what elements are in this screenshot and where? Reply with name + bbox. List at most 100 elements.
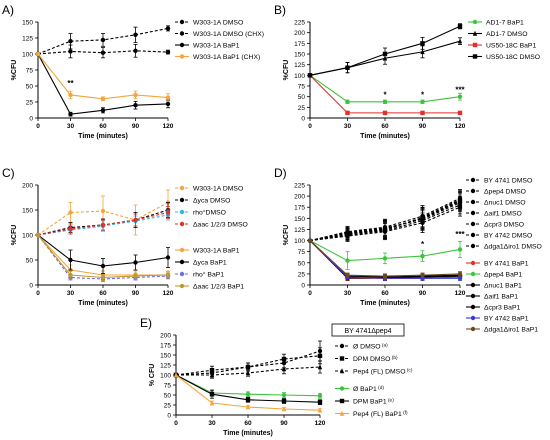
- legend-item: W303-1A BaP1: [175, 248, 240, 255]
- legend-item: AD1-7 BaP1: [468, 20, 524, 27]
- data-point: [317, 400, 323, 405]
- significance-mark: ***: [455, 230, 465, 239]
- legend-label: AD1-7 DMSO: [486, 31, 528, 38]
- data-point: [100, 37, 106, 43]
- data-point: [133, 92, 138, 98]
- x-tick-label: 0: [308, 123, 312, 130]
- y-tick-label: 75: [298, 249, 306, 256]
- data-point: [382, 273, 388, 279]
- legend-label: Δcpr3 BaP1: [484, 305, 520, 312]
- data-point: [345, 65, 350, 70]
- series-6: [35, 232, 171, 274]
- y-tick-label: 25: [164, 403, 172, 410]
- data-point: [165, 210, 171, 215]
- legend-item: Δaif1 DMSO: [466, 211, 522, 218]
- data-point: [209, 372, 215, 378]
- x-tick-label: 60: [244, 420, 252, 427]
- y-tick-label: 200: [294, 30, 305, 37]
- data-point: [457, 271, 463, 277]
- legend-swatch-marker: [470, 304, 476, 310]
- legend-swatch-marker: [470, 177, 476, 183]
- data-point: [317, 353, 323, 358]
- data-point: [133, 32, 138, 37]
- series-3: [35, 51, 171, 117]
- x-tick-label: 120: [315, 420, 326, 427]
- data-point: [133, 217, 138, 223]
- legend-superscript: (c): [406, 368, 413, 374]
- data-point: [165, 255, 171, 260]
- legend-item: US50-18C DMSO: [468, 54, 540, 61]
- legend-label: W303-1A DMSO: [193, 186, 243, 193]
- legend-item: Δaif1 BaP1: [466, 294, 518, 301]
- legend-swatch-marker: [472, 30, 478, 36]
- panel-3: C) 0 50 100 150 200 0 30 60 90 120 Time (minutes) %C…: [2, 166, 248, 307]
- legend-swatch-marker: [179, 247, 185, 253]
- x-tick-label: 30: [67, 290, 75, 297]
- legend-item: W303-1A DMSO: [175, 20, 243, 27]
- x-tick-label: 60: [381, 123, 389, 130]
- panel-4: D) 0 25 50 75 100 125 150 175 200 225 0 30 60 90 120 Tim…: [274, 166, 542, 334]
- legend-title-box: [331, 323, 405, 337]
- legend-swatch-marker: [179, 42, 185, 48]
- legend-label: W303-1A BaP1 (CHX): [193, 54, 260, 61]
- panel-label: C): [2, 166, 15, 180]
- legend-swatch-marker: [339, 368, 345, 374]
- x-tick-label: 0: [36, 290, 40, 297]
- legend-swatch-marker: [179, 259, 185, 265]
- data-point: [133, 260, 138, 265]
- legend-label: Δaac 1/2/3 BaP1: [193, 284, 244, 291]
- series-5: [173, 372, 323, 406]
- data-point: [281, 392, 287, 398]
- y-tick-label: 50: [298, 260, 306, 267]
- legend-swatch-marker: [470, 221, 476, 227]
- legend-swatch-marker: [470, 260, 476, 266]
- y-axis-title: %CFU: [11, 225, 18, 246]
- x-axis-title: Time (minutes): [78, 300, 128, 307]
- data-point: [317, 393, 323, 398]
- legend-swatch-marker: [470, 271, 476, 277]
- series-1: [307, 73, 463, 104]
- legend-item: Δcpr3 DMSO: [466, 222, 524, 229]
- data-point: [281, 406, 287, 412]
- legend-label: US50-18C BaP1: [486, 43, 536, 50]
- data-point: [35, 232, 41, 238]
- data-point: [68, 257, 73, 263]
- legend-label: Δaac 1/2/3 DMSO: [193, 222, 248, 229]
- data-point: [100, 108, 106, 113]
- legend-label: AD1-7 BaP1: [486, 20, 524, 27]
- legend-item: Ø BaP1 (d): [335, 385, 384, 393]
- legend-swatch-marker: [470, 293, 476, 299]
- data-point: [382, 229, 388, 234]
- legend-label: Pep4 (FL) BaP1 (f): [353, 410, 408, 418]
- legend-swatch-marker: [339, 356, 345, 361]
- legend-swatch-marker: [179, 185, 185, 191]
- legend-label: BY 4742 DMSO: [484, 233, 532, 240]
- legend-item: rho°DMSO: [175, 209, 226, 217]
- legend-superscript: (a): [381, 343, 389, 349]
- x-tick-label: 90: [280, 420, 288, 427]
- series-line: [37, 53, 169, 115]
- legend-item: AD1-7 DMSO: [468, 30, 528, 38]
- legend-swatch-marker: [470, 326, 476, 332]
- x-tick-label: 90: [132, 290, 140, 297]
- data-point: [382, 256, 388, 261]
- y-axis-title: %CFU: [11, 60, 18, 81]
- legend-superscript: (f): [402, 410, 408, 416]
- legend: W303-1A DMSO W303-1A DMSO (CHX) W303-1A Ba…: [175, 20, 264, 61]
- data-point: [457, 205, 463, 210]
- x-tick-label: 30: [67, 123, 75, 130]
- legend-label: Δpep4 BaP1: [484, 272, 522, 279]
- legend-superscript: (e): [387, 398, 395, 404]
- legend-swatch-marker: [339, 343, 345, 349]
- y-tick-label: 0: [29, 283, 33, 290]
- legend-item: Δaac 1/2/3 BaP1: [175, 284, 244, 291]
- series-7: [307, 197, 463, 243]
- data-point: [133, 48, 138, 53]
- legend-label: Δaif1 BaP1: [484, 294, 518, 301]
- legend-label: W303-1A DMSO: [193, 20, 243, 27]
- legend-item: Pep4 (FL) BaP1 (f): [335, 410, 408, 418]
- legend-label: W303-1A BaP1: [193, 43, 240, 50]
- y-tick-label: 100: [160, 373, 171, 380]
- data-point: [457, 276, 463, 281]
- data-point: [457, 110, 463, 116]
